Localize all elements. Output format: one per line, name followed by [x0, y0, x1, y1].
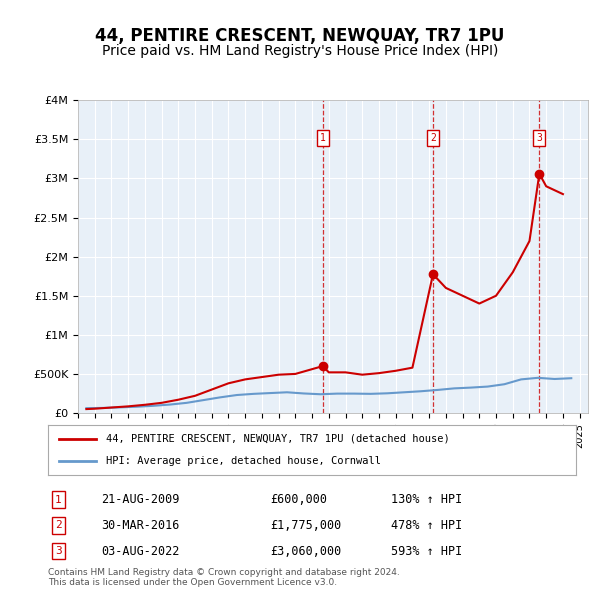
Text: 30-MAR-2016: 30-MAR-2016	[101, 519, 179, 532]
Text: 3: 3	[55, 546, 62, 556]
Text: 1: 1	[320, 133, 326, 143]
Text: 2: 2	[55, 520, 62, 530]
Text: 44, PENTIRE CRESCENT, NEWQUAY, TR7 1PU: 44, PENTIRE CRESCENT, NEWQUAY, TR7 1PU	[95, 27, 505, 45]
Text: 2: 2	[430, 133, 436, 143]
Text: 03-AUG-2022: 03-AUG-2022	[101, 545, 179, 558]
Text: Price paid vs. HM Land Registry's House Price Index (HPI): Price paid vs. HM Land Registry's House …	[102, 44, 498, 58]
Text: £3,060,000: £3,060,000	[270, 545, 341, 558]
Text: Contains HM Land Registry data © Crown copyright and database right 2024.
This d: Contains HM Land Registry data © Crown c…	[48, 568, 400, 587]
Text: 130% ↑ HPI: 130% ↑ HPI	[391, 493, 463, 506]
Text: 478% ↑ HPI: 478% ↑ HPI	[391, 519, 463, 532]
Text: 593% ↑ HPI: 593% ↑ HPI	[391, 545, 463, 558]
Text: HPI: Average price, detached house, Cornwall: HPI: Average price, detached house, Corn…	[106, 456, 381, 466]
Text: 21-AUG-2009: 21-AUG-2009	[101, 493, 179, 506]
Text: 3: 3	[536, 133, 542, 143]
Text: 1: 1	[55, 494, 62, 504]
Text: 44, PENTIRE CRESCENT, NEWQUAY, TR7 1PU (detached house): 44, PENTIRE CRESCENT, NEWQUAY, TR7 1PU (…	[106, 434, 450, 444]
Text: £1,775,000: £1,775,000	[270, 519, 341, 532]
Text: £600,000: £600,000	[270, 493, 327, 506]
